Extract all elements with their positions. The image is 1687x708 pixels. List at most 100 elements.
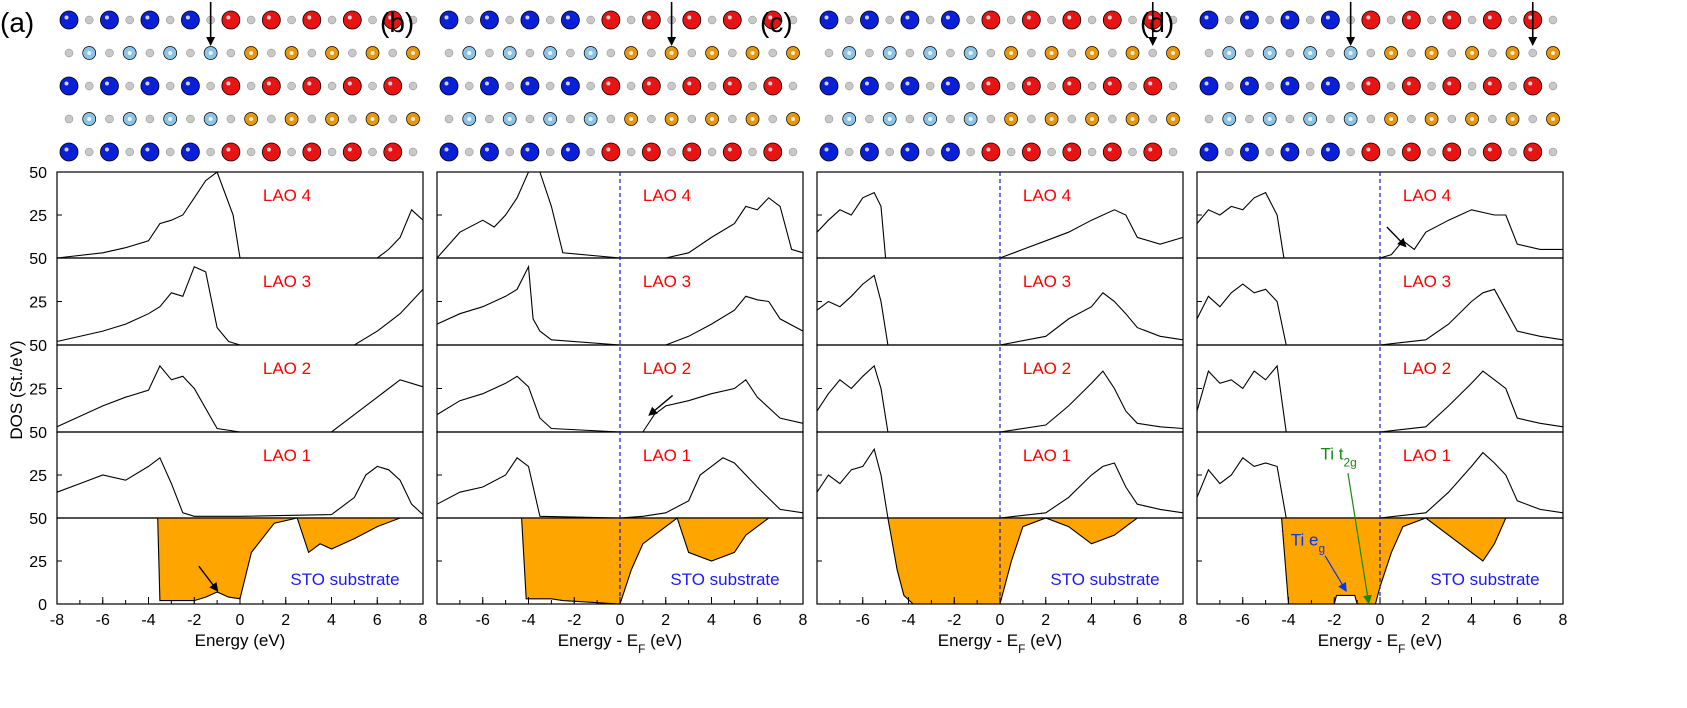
atom-highlight: [226, 15, 231, 20]
la-atom: [140, 76, 160, 96]
atom-highlight: [266, 81, 271, 86]
o-atom: [768, 114, 778, 124]
layer-label: LAO 1: [263, 446, 311, 465]
y-tick-label: 25: [29, 468, 47, 485]
atom-highlight: [266, 147, 271, 152]
atom-highlight: [1009, 117, 1014, 121]
layer-label: LAO 2: [1023, 359, 1071, 378]
sto-dos-curve: [437, 517, 803, 605]
atom-highlight: [864, 147, 869, 152]
sto-dos-curve: [817, 517, 1183, 605]
sr-atom: [1102, 142, 1122, 162]
o-atom: [1528, 114, 1538, 124]
atom-highlight: [145, 147, 150, 152]
atom-highlight: [1348, 117, 1353, 121]
row-frame: [56, 171, 424, 259]
la-atom: [941, 76, 960, 96]
x-axis-label: Energy - EF (eV): [558, 631, 682, 656]
la-atom: [860, 10, 879, 30]
atom-highlight: [606, 81, 611, 86]
sr-atom: [981, 142, 1001, 162]
atom-highlight: [1244, 147, 1249, 152]
x-tick-label: 4: [327, 612, 336, 629]
la-atom: [561, 10, 580, 30]
atom-highlight: [370, 51, 375, 55]
o-atom: [287, 15, 296, 25]
crystal-structure: [1199, 10, 1560, 162]
feature-arrow: [648, 394, 674, 416]
o-atom: [145, 48, 155, 58]
la-atom: [59, 142, 79, 162]
layer-label: LAO 3: [643, 272, 691, 291]
sr-atom: [383, 76, 403, 96]
atom-highlight: [928, 117, 933, 121]
atom-highlight: [750, 117, 755, 121]
atom-highlight: [266, 15, 271, 20]
x-tick-label: 0: [236, 612, 245, 629]
atom-highlight: [629, 117, 634, 121]
atom-highlight: [1487, 81, 1492, 86]
y-axis-label: DOS (St./eV): [7, 340, 26, 439]
o-atom: [267, 114, 276, 124]
panel-a: (a) LAO 4 25 50 LAO 3 25 50 LAO 2 25 50 LAO 1 25 50 S…: [0, 2, 428, 650]
x-tick-label: 2: [661, 612, 670, 629]
panel-letter: (d): [1140, 7, 1174, 38]
sr-atom: [1102, 10, 1122, 30]
sr-atom: [1021, 76, 1041, 96]
o-atom: [327, 147, 337, 157]
sr-atom: [981, 10, 1001, 30]
atom-highlight: [208, 51, 213, 55]
sr-atom: [641, 10, 661, 30]
sr-atom: [1062, 142, 1082, 162]
x-tick-label: -2: [567, 612, 581, 629]
x-tick-label: 4: [707, 612, 716, 629]
o-atom: [707, 81, 717, 91]
o-atom: [105, 48, 114, 58]
la-atom: [561, 76, 580, 96]
o-atom: [885, 147, 894, 157]
atom-highlight: [168, 51, 173, 55]
o-atom: [464, 147, 474, 157]
atom-highlight: [330, 117, 335, 121]
dos-curve-lao-4: [816, 191, 1184, 259]
o-atom: [444, 114, 454, 124]
atom-highlight: [824, 147, 829, 152]
atom-highlight: [467, 117, 472, 121]
sr-atom: [641, 142, 661, 162]
atom-highlight: [226, 147, 231, 152]
atom-highlight: [249, 117, 254, 121]
o-atom: [125, 81, 134, 91]
substrate-label: STO substrate: [1050, 570, 1159, 589]
atom-highlight: [986, 81, 991, 86]
sto-dos-curve: [57, 517, 423, 602]
atom-highlight: [1528, 147, 1533, 152]
sr-atom: [1523, 142, 1543, 162]
sr-atom: [261, 76, 281, 96]
o-atom: [626, 15, 636, 25]
atom-highlight: [347, 15, 352, 20]
o-atom: [844, 81, 854, 91]
atom-highlight: [791, 51, 795, 55]
la-atom: [59, 76, 79, 96]
sr-atom: [342, 142, 362, 162]
sr-atom: [1482, 142, 1502, 162]
la-atom: [860, 142, 879, 162]
x-tick-label: 4: [1467, 612, 1476, 629]
la-atom: [181, 142, 200, 162]
x-tick-label: 8: [1559, 612, 1568, 629]
atom-highlight: [87, 117, 92, 121]
atom-highlight: [986, 15, 991, 20]
dos-curve-lao-4: [1196, 191, 1563, 259]
atom-highlight: [1090, 117, 1095, 121]
o-atom: [1508, 81, 1517, 91]
atom-highlight: [629, 51, 634, 55]
o-atom: [1148, 114, 1158, 124]
atom-highlight: [1406, 81, 1411, 86]
o-atom: [1265, 15, 1274, 25]
o-atom: [1006, 81, 1016, 91]
substrate-label: STO substrate: [670, 570, 779, 589]
o-atom: [1407, 48, 1416, 58]
atom-highlight: [646, 81, 651, 86]
atom-highlight: [1389, 51, 1394, 55]
layer-label: LAO 1: [643, 446, 691, 465]
